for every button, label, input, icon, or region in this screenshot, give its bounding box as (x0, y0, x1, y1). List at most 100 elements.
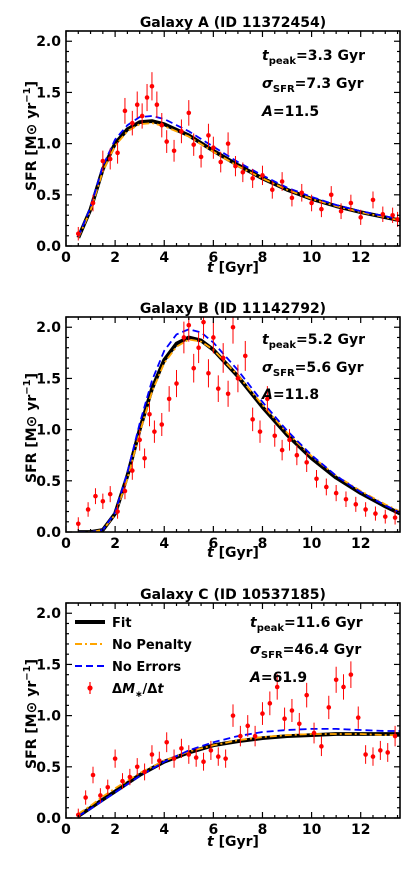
axes-frame (65, 316, 401, 533)
data-point (279, 447, 285, 453)
x-tick-label: 6 (208, 822, 218, 838)
data-point (137, 437, 142, 443)
data-points (75, 661, 398, 818)
data-point (120, 778, 125, 784)
data-point (171, 756, 177, 761)
data-point (250, 417, 255, 422)
data-point (343, 496, 349, 502)
data-point (392, 515, 398, 520)
data-point (191, 365, 197, 371)
data-point (392, 733, 398, 739)
data-point (186, 322, 192, 328)
data-point (240, 169, 246, 175)
data-point (100, 158, 106, 164)
data-point (171, 148, 177, 154)
data-point (242, 353, 248, 359)
data-point (208, 748, 214, 753)
data-point (363, 507, 368, 512)
data-point (179, 746, 184, 751)
annotation-block: tpeak=3.3 Gyr σSFR=7.3 Gyr A=11.5 (261, 48, 365, 120)
data-point (319, 206, 324, 212)
data-point (338, 208, 344, 214)
data-point (260, 711, 265, 716)
data-point (105, 784, 111, 790)
model-curves (77, 728, 400, 818)
legend-label-no-errors: No Errors (112, 660, 181, 675)
x-tick-label: 12 (351, 250, 370, 266)
panel-title: Galaxy B (ID 11142792) (140, 301, 326, 317)
data-point (206, 371, 211, 376)
y-tick-label: 2.0 (36, 606, 61, 622)
y-tick-label: 1.0 (36, 423, 61, 439)
data-point (289, 708, 295, 713)
data-point (252, 733, 258, 739)
y-axis-label: SFR [M⊙ yr−1] (22, 373, 40, 483)
axes-frame (65, 30, 401, 247)
y-tick-label: 0.0 (36, 811, 61, 827)
y-tick-label: 0.5 (36, 188, 61, 204)
data-point (333, 677, 339, 683)
data-point (385, 750, 391, 755)
annotation-sigma: σSFR=5.6 Gyr (262, 360, 364, 379)
data-point (373, 511, 378, 516)
data-point (75, 521, 81, 527)
x-tick-label: 12 (351, 536, 370, 552)
data-point (250, 176, 255, 181)
annotation-amplitude: A=11.8 (261, 387, 319, 403)
annotation-block: tpeak=5.2 Gyr σSFR=5.6 Gyr A=11.8 (261, 332, 365, 403)
data-point (269, 187, 275, 192)
x-tick-label: 6 (208, 250, 218, 266)
data-point (341, 684, 346, 690)
panel-galaxy-a: Galaxy A (ID 11372454) t [Gyr] SFR [M⊙ y… (22, 15, 401, 276)
data-point (191, 142, 197, 147)
y-tick-label: 0.5 (36, 760, 61, 776)
data-point (267, 701, 273, 706)
x-tick-label: 4 (159, 536, 169, 552)
data-point (139, 113, 145, 119)
data-point (230, 713, 236, 718)
y-tick-label: 0.0 (36, 239, 61, 255)
data-point (333, 490, 339, 496)
x-axis-label: t [Gyr] (207, 260, 259, 276)
ticks: 0 2 4 6 8 10 12 0.0 0.5 1.0 1.5 2.0 (36, 316, 400, 552)
x-tick-label: 0 (61, 822, 71, 838)
annotation-amplitude: A=11.5 (261, 104, 319, 120)
data-point (274, 684, 280, 690)
data-point (134, 102, 140, 108)
x-tick-label: 4 (159, 250, 169, 266)
data-point (282, 716, 287, 721)
data-point (75, 231, 81, 237)
data-point (149, 752, 155, 757)
data-point (287, 437, 292, 443)
data-point (85, 507, 91, 512)
x-tick-label: 2 (110, 536, 120, 552)
data-point (154, 102, 160, 108)
data-point (142, 769, 147, 775)
series-line-no-errors (77, 728, 400, 817)
data-point (215, 386, 221, 391)
y-axis-label: SFR [M⊙ yr−1] (22, 81, 40, 191)
data-point (181, 335, 187, 340)
data-point (390, 212, 395, 218)
data-point (220, 355, 226, 361)
data-point (107, 491, 113, 497)
x-tick-label: 6 (208, 536, 218, 552)
annotation-tpeak: tpeak=5.2 Gyr (262, 332, 365, 351)
x-tick-label: 2 (110, 250, 120, 266)
data-point (159, 422, 165, 427)
panel-title: Galaxy A (ID 11372454) (140, 15, 326, 31)
panel-galaxy-b: Galaxy B (ID 11142792) t [Gyr] SFR [M⊙ y… (22, 301, 401, 561)
legend: Fit No Penalty No Errors ΔM∗/Δt (75, 616, 192, 700)
data-point (358, 215, 364, 220)
series-line-no-penalty (77, 122, 400, 239)
data-point (363, 752, 368, 757)
plot-area: 0 2 4 6 8 10 12 0.0 0.5 1.0 1.5 2.0 (36, 30, 401, 266)
data-point (196, 345, 201, 351)
data-point (166, 396, 172, 402)
y-tick-label: 1.5 (36, 85, 61, 101)
data-point (328, 192, 334, 198)
data-point (186, 110, 192, 116)
annotation-tpeak: tpeak=11.6 Gyr (250, 615, 363, 634)
data-point (294, 452, 300, 458)
series-line-no-errors (78, 328, 400, 532)
